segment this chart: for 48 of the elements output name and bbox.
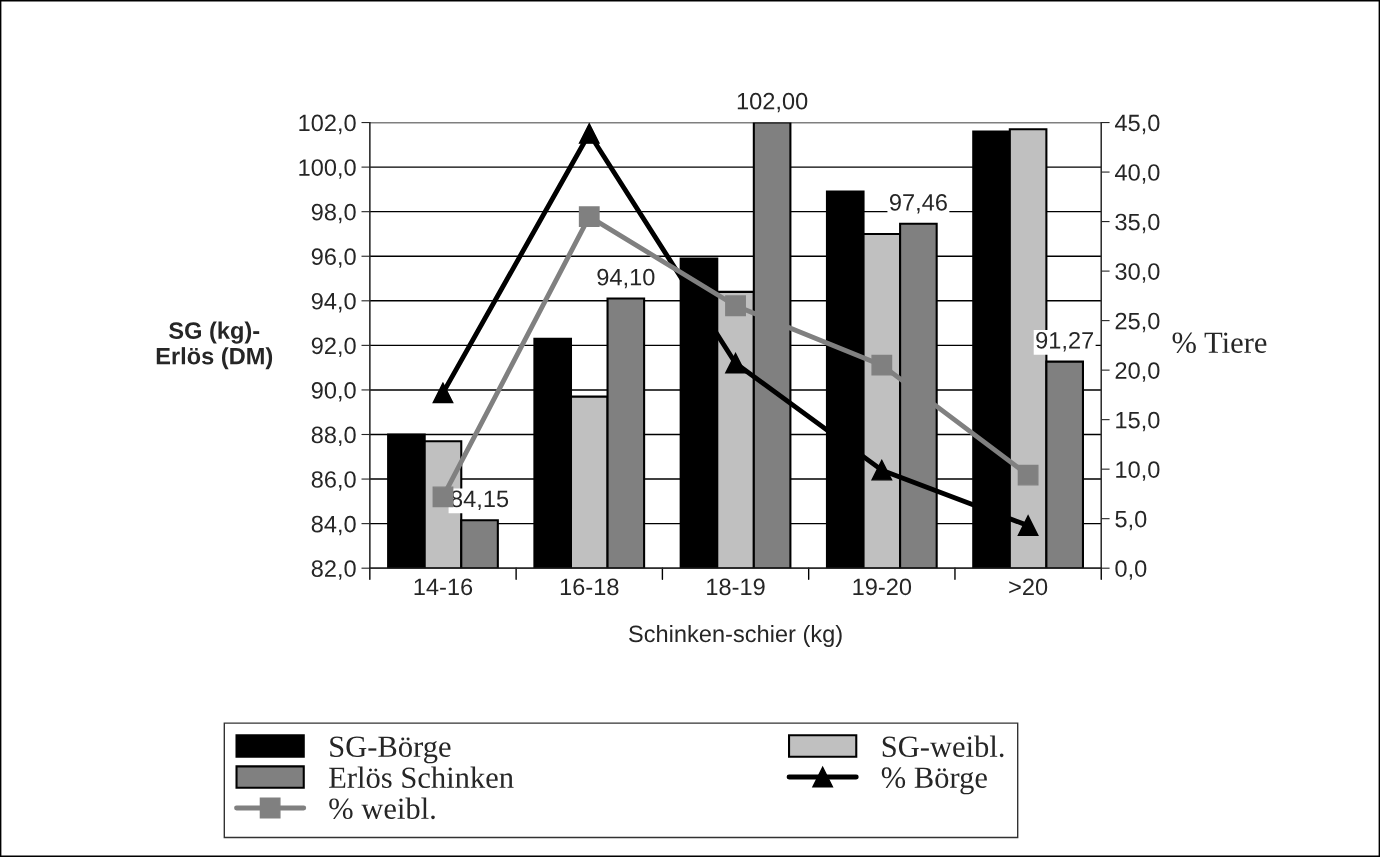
x-tick-label: 19-20 <box>853 578 912 596</box>
y-tick-label: 90,0 <box>311 382 356 402</box>
data-label: 102,00 <box>737 92 808 113</box>
legend-label: % weibl. <box>329 797 435 820</box>
y2-tick-label: 40,0 <box>1114 164 1160 184</box>
y-tick-label: 88,0 <box>311 426 356 447</box>
y-tick-label: 94,0 <box>311 292 356 313</box>
point <box>725 352 746 374</box>
y-tick-label: 86,0 <box>311 471 356 491</box>
y-axis-title: SG (kg)- Erlös (DM) <box>156 321 273 370</box>
point <box>1017 464 1039 486</box>
point <box>871 459 893 481</box>
y2-tick-label: 35,0 <box>1115 213 1160 234</box>
point <box>1017 515 1039 537</box>
y-tick-label: 102,0 <box>299 114 356 135</box>
y-tick-label: 100,0 <box>299 159 356 179</box>
point <box>725 295 746 317</box>
y2-tick-label: 15,0 <box>1116 411 1160 432</box>
y2-tick-label: 0,0 <box>1115 560 1147 580</box>
x-axis-title: Schinken-schier (kg) <box>629 624 842 647</box>
legend-label: SG-Börge <box>330 736 451 764</box>
data-label: 94,10 <box>597 268 655 289</box>
y-tick-label: 92,0 <box>311 337 356 357</box>
y2-tick-label: 25,0 <box>1115 312 1160 333</box>
point <box>578 206 600 228</box>
y2-tick-label: 20,0 <box>1115 362 1160 382</box>
y2-axis-title: % Tiere <box>1172 332 1267 354</box>
point <box>432 486 454 508</box>
x-tick-label: 14-16 <box>414 578 473 596</box>
y-tick-label: 84,0 <box>311 515 356 536</box>
y-tick-label: 82,0 <box>311 560 356 580</box>
x-tick-label: 18-19 <box>707 578 765 596</box>
data-label: 91,27 <box>1036 331 1094 352</box>
y-tick-label: 98,0 <box>311 203 356 224</box>
point <box>578 123 600 144</box>
y2-tick-label: 30,0 <box>1115 263 1160 283</box>
point <box>871 354 893 376</box>
legend-label: % Börge <box>881 767 987 795</box>
y2-tick-label: 45,0 <box>1114 114 1160 135</box>
legend-label: SG-weibl. <box>882 735 1004 758</box>
x-tick-label: >20 <box>1009 578 1048 596</box>
y2-tick-label: 10,0 <box>1116 461 1160 481</box>
data-label: 97,46 <box>889 193 947 214</box>
y2-tick-label: 5,0 <box>1115 510 1147 531</box>
legend-label: Erlös Schinken <box>329 766 514 789</box>
y-tick-label: 96,0 <box>311 248 356 268</box>
point <box>432 382 454 404</box>
x-tick-label: 16-18 <box>560 578 619 596</box>
